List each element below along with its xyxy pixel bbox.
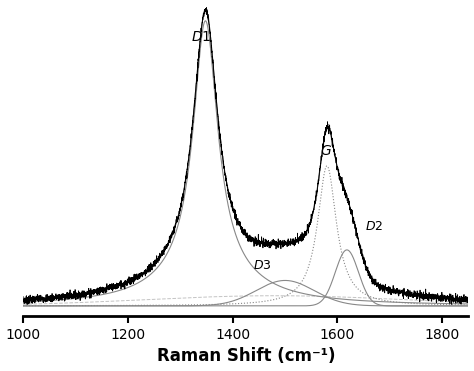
Text: $\mathit{G}$: $\mathit{G}$ <box>320 144 332 158</box>
Text: $\mathit{D1}$: $\mathit{D1}$ <box>191 30 211 44</box>
Text: $\mathit{D3}$: $\mathit{D3}$ <box>254 259 272 272</box>
Text: $\mathit{D2}$: $\mathit{D2}$ <box>365 220 383 233</box>
X-axis label: Raman Shift (cm⁻¹): Raman Shift (cm⁻¹) <box>156 348 335 365</box>
